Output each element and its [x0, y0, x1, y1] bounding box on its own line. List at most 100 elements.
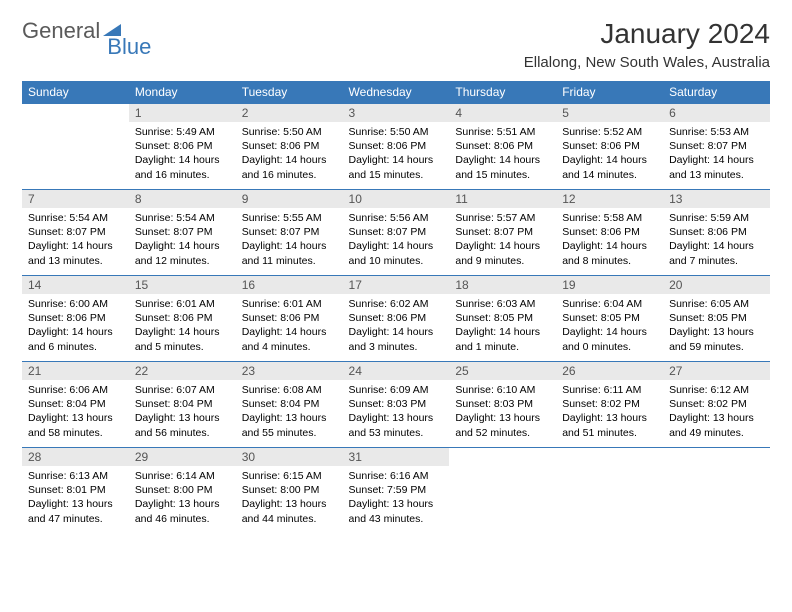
sunset: Sunset: 8:05 PM: [455, 311, 550, 325]
sunset: Sunset: 8:06 PM: [242, 139, 337, 153]
calendar-cell: 5Sunrise: 5:52 AMSunset: 8:06 PMDaylight…: [556, 104, 663, 190]
logo-part1: General: [22, 18, 100, 44]
sunrise: Sunrise: 6:08 AM: [242, 383, 337, 397]
sunrise: Sunrise: 6:06 AM: [28, 383, 123, 397]
sunset: Sunset: 8:00 PM: [242, 483, 337, 497]
sunset: Sunset: 8:06 PM: [135, 311, 230, 325]
day-info: Sunrise: 5:49 AMSunset: 8:06 PMDaylight:…: [129, 122, 236, 185]
calendar-head: Sunday Monday Tuesday Wednesday Thursday…: [22, 81, 770, 104]
daylight: Daylight: 14 hours and 16 minutes.: [135, 153, 230, 181]
location: Ellalong, New South Wales, Australia: [524, 54, 770, 71]
calendar-cell: 29Sunrise: 6:14 AMSunset: 8:00 PMDayligh…: [129, 448, 236, 534]
day-info: Sunrise: 5:51 AMSunset: 8:06 PMDaylight:…: [449, 122, 556, 185]
col-sunday: Sunday: [22, 81, 129, 104]
day-info: Sunrise: 6:03 AMSunset: 8:05 PMDaylight:…: [449, 294, 556, 357]
daylight: Daylight: 14 hours and 15 minutes.: [349, 153, 444, 181]
col-thursday: Thursday: [449, 81, 556, 104]
sunset: Sunset: 8:02 PM: [562, 397, 657, 411]
sunrise: Sunrise: 6:00 AM: [28, 297, 123, 311]
daylight: Daylight: 14 hours and 0 minutes.: [562, 325, 657, 353]
sunrise: Sunrise: 6:13 AM: [28, 469, 123, 483]
daylight: Daylight: 14 hours and 8 minutes.: [562, 239, 657, 267]
calendar-cell: 23Sunrise: 6:08 AMSunset: 8:04 PMDayligh…: [236, 362, 343, 448]
daylight: Daylight: 14 hours and 16 minutes.: [242, 153, 337, 181]
daylight: Daylight: 14 hours and 10 minutes.: [349, 239, 444, 267]
day-info: Sunrise: 5:59 AMSunset: 8:06 PMDaylight:…: [663, 208, 770, 271]
day-info: Sunrise: 6:12 AMSunset: 8:02 PMDaylight:…: [663, 380, 770, 443]
daylight: Daylight: 13 hours and 58 minutes.: [28, 411, 123, 439]
day-info: Sunrise: 5:58 AMSunset: 8:06 PMDaylight:…: [556, 208, 663, 271]
sunset: Sunset: 8:06 PM: [349, 139, 444, 153]
daylight: Daylight: 13 hours and 43 minutes.: [349, 497, 444, 525]
daylight: Daylight: 13 hours and 59 minutes.: [669, 325, 764, 353]
sunset: Sunset: 8:07 PM: [28, 225, 123, 239]
daylight: Daylight: 14 hours and 15 minutes.: [455, 153, 550, 181]
daylight: Daylight: 13 hours and 47 minutes.: [28, 497, 123, 525]
calendar-cell: 9Sunrise: 5:55 AMSunset: 8:07 PMDaylight…: [236, 190, 343, 276]
day-number: 17: [343, 276, 450, 294]
header: General Blue January 2024 Ellalong, New …: [22, 18, 770, 71]
calendar-cell: 16Sunrise: 6:01 AMSunset: 8:06 PMDayligh…: [236, 276, 343, 362]
sunrise: Sunrise: 5:56 AM: [349, 211, 444, 225]
calendar-cell: 2Sunrise: 5:50 AMSunset: 8:06 PMDaylight…: [236, 104, 343, 190]
calendar-cell: 28 Sunrise: 6:13 AMSunset: 8:01 PMDayligh…: [22, 448, 129, 534]
calendar-cell: 14Sunrise: 6:00 AMSunset: 8:06 PMDayligh…: [22, 276, 129, 362]
sunrise: Sunrise: 5:53 AM: [669, 125, 764, 139]
calendar-cell: 27Sunrise: 6:12 AMSunset: 8:02 PMDayligh…: [663, 362, 770, 448]
daylight: Daylight: 14 hours and 5 minutes.: [135, 325, 230, 353]
sunset: Sunset: 8:04 PM: [242, 397, 337, 411]
sunset: Sunset: 8:00 PM: [135, 483, 230, 497]
calendar-cell: 20Sunrise: 6:05 AMSunset: 8:05 PMDayligh…: [663, 276, 770, 362]
day-number: 3: [343, 104, 450, 122]
sunset: Sunset: 8:06 PM: [562, 225, 657, 239]
col-friday: Friday: [556, 81, 663, 104]
sunrise: Sunrise: 6:05 AM: [669, 297, 764, 311]
day-info: Sunrise: 6:10 AMSunset: 8:03 PMDaylight:…: [449, 380, 556, 443]
calendar-cell: 26Sunrise: 6:11 AMSunset: 8:02 PMDayligh…: [556, 362, 663, 448]
day-number: 22: [129, 362, 236, 380]
sunrise: Sunrise: 6:07 AM: [135, 383, 230, 397]
day-info: Sunrise: 5:50 AMSunset: 8:06 PMDaylight:…: [343, 122, 450, 185]
daylight: Daylight: 14 hours and 13 minutes.: [669, 153, 764, 181]
sunset: Sunset: 8:01 PM: [28, 483, 123, 497]
calendar-cell: 12Sunrise: 5:58 AMSunset: 8:06 PMDayligh…: [556, 190, 663, 276]
day-info: Sunrise: 6:14 AMSunset: 8:00 PMDaylight:…: [129, 466, 236, 529]
day-info: Sunrise: 6:04 AMSunset: 8:05 PMDaylight:…: [556, 294, 663, 357]
day-number: 28: [22, 448, 129, 466]
daylight: Daylight: 13 hours and 52 minutes.: [455, 411, 550, 439]
day-number: 27: [663, 362, 770, 380]
day-number: 13: [663, 190, 770, 208]
sunrise: Sunrise: 5:54 AM: [135, 211, 230, 225]
calendar-cell: 1Sunrise: 5:49 AMSunset: 8:06 PMDaylight…: [129, 104, 236, 190]
daylight: Daylight: 14 hours and 7 minutes.: [669, 239, 764, 267]
sunset: Sunset: 8:06 PM: [562, 139, 657, 153]
sunset: Sunset: 8:06 PM: [349, 311, 444, 325]
calendar-row: 28Sunrise: 6:13 AMSunset: 8:01 PMDayligh…: [22, 448, 770, 534]
calendar-row: 21 Sunrise: 6:06 AM Sunset: 8:04 PM Dayligh…: [22, 362, 770, 448]
day-number: 21: [22, 362, 129, 380]
calendar-cell: [449, 448, 556, 534]
daylight: Daylight: 13 hours and 44 minutes.: [242, 497, 337, 525]
day-info: Sunrise: 6:08 AMSunset: 8:04 PMDaylight:…: [236, 380, 343, 443]
day-number: 4: [449, 104, 556, 122]
col-tuesday: Tuesday: [236, 81, 343, 104]
sunrise: Sunrise: 6:16 AM: [349, 469, 444, 483]
calendar-cell: 25Sunrise: 6:10 AMSunset: 8:03 PMDayligh…: [449, 362, 556, 448]
sunset: Sunset: 8:07 PM: [349, 225, 444, 239]
day-number: 31: [343, 448, 450, 466]
sunrise: Sunrise: 5:51 AM: [455, 125, 550, 139]
calendar-cell: 21Sunrise: 6:06 AMSunset: 8:04 PMDayligh…: [22, 362, 129, 448]
calendar-cell: 11Sunrise: 5:57 AMSunset: 8:07 PMDayligh…: [449, 190, 556, 276]
day-number: [449, 448, 556, 452]
calendar-cell: 17Sunrise: 6:02 AMSunset: 8:06 PMDayligh…: [343, 276, 450, 362]
day-info: Sunrise: 6:01 AMSunset: 8:06 PMDaylight:…: [129, 294, 236, 357]
day-number: 11: [449, 190, 556, 208]
sunrise: Sunrise: 5:55 AM: [242, 211, 337, 225]
sunset: Sunset: 8:05 PM: [562, 311, 657, 325]
day-number: 19: [556, 276, 663, 294]
calendar-cell: 13Sunrise: 5:59 AMSunset: 8:06 PMDayligh…: [663, 190, 770, 276]
logo-part2: Blue: [107, 34, 151, 60]
sunrise: Sunrise: 6:11 AM: [562, 383, 657, 397]
calendar-cell: [22, 104, 129, 190]
sunset: Sunset: 8:05 PM: [669, 311, 764, 325]
